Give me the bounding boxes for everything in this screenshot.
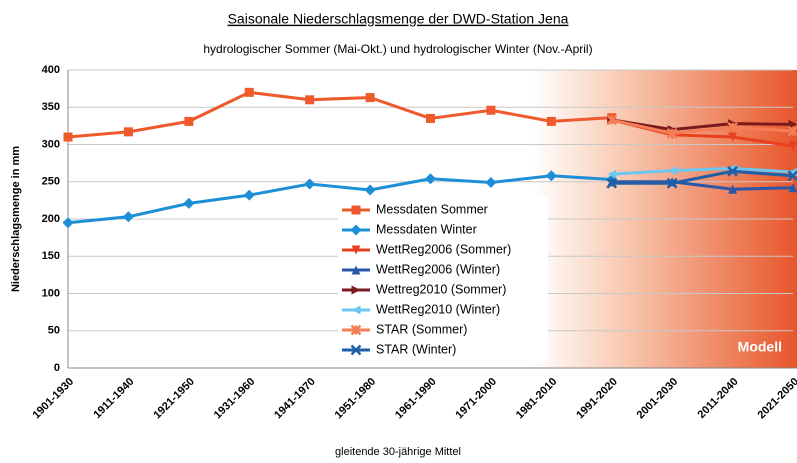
series-line xyxy=(611,118,794,135)
chart-subtitle: hydrologischer Sommer (Mai-Okt.) und hyd… xyxy=(203,42,592,56)
legend-marker xyxy=(351,205,361,215)
marker xyxy=(364,184,376,196)
legend-marker xyxy=(351,305,361,315)
marker xyxy=(788,119,797,129)
x-tick-label: 1911-1940 xyxy=(91,376,136,421)
marker xyxy=(304,178,316,190)
legend-box xyxy=(338,196,548,362)
x-tick-label: 1961-1990 xyxy=(393,376,439,422)
legend-label: Wettreg2010 (Sommer) xyxy=(376,282,506,296)
x-tick-label: 2001-2030 xyxy=(635,376,681,422)
legend-marker xyxy=(351,245,361,255)
y-tick-label: 350 xyxy=(42,101,60,113)
marker xyxy=(788,141,797,151)
series-line xyxy=(611,166,794,176)
marker xyxy=(243,189,255,201)
legend-label: STAR (Winter) xyxy=(376,342,456,356)
x-tick-label: 1901-1930 xyxy=(30,376,76,422)
legend-marker xyxy=(350,224,362,236)
series-line xyxy=(67,90,612,139)
x-tick-label: 1971-2000 xyxy=(453,376,499,422)
marker xyxy=(122,211,134,223)
marker xyxy=(244,87,254,97)
marker xyxy=(788,183,797,193)
legend-label: WettReg2006 (Winter) xyxy=(376,262,500,276)
legend-label: WettReg2006 (Sommer) xyxy=(376,242,511,256)
marker xyxy=(62,217,74,229)
marker xyxy=(787,170,797,182)
x-tick-label: 1991-2020 xyxy=(574,376,620,422)
marker xyxy=(63,132,73,142)
y-tick-label: 250 xyxy=(42,176,60,188)
legend-label: WettReg2010 (Winter) xyxy=(376,302,500,316)
x-tick-label: 1921-1950 xyxy=(151,376,197,422)
series-line xyxy=(611,118,794,132)
marker xyxy=(485,176,497,188)
x-tick-label: 2021-2050 xyxy=(755,376,797,422)
marker xyxy=(606,177,618,189)
x-tick-label: 1941-1970 xyxy=(272,376,318,422)
y-tick-label: 200 xyxy=(42,213,60,225)
x-tick-label: 2011-2040 xyxy=(696,376,741,421)
marker xyxy=(666,177,678,189)
marker xyxy=(787,125,797,137)
marker xyxy=(728,132,738,142)
y-tick-label: 50 xyxy=(48,325,60,337)
x-tick-label: 1951-1980 xyxy=(333,376,379,422)
legend-marker xyxy=(351,285,361,295)
marker xyxy=(667,166,677,176)
marker xyxy=(727,165,738,177)
marker xyxy=(486,105,496,115)
annotation: Modell xyxy=(738,339,782,355)
series-line xyxy=(611,169,794,185)
legend-marker xyxy=(350,324,362,336)
y-tick-label: 0 xyxy=(54,362,60,374)
x-tick-label: 1981-2010 xyxy=(514,376,560,422)
marker xyxy=(727,121,738,133)
marker xyxy=(184,116,194,126)
marker xyxy=(123,127,133,137)
y-tick-label: 150 xyxy=(42,250,60,262)
marker xyxy=(426,113,435,123)
marker xyxy=(425,173,436,185)
x-axis-label: gleitende 30-jährige Mittel xyxy=(335,446,461,458)
marker xyxy=(183,197,195,209)
x-tick-label: 1931-1960 xyxy=(212,376,258,422)
y-tick-label: 400 xyxy=(42,64,60,76)
marker xyxy=(365,93,375,103)
marker xyxy=(606,114,618,126)
series-line xyxy=(67,174,612,225)
y-tick-label: 100 xyxy=(42,287,60,299)
y-tick-label: 300 xyxy=(42,138,60,150)
y-axis-label: Niederschlagsmenge in mm xyxy=(10,146,22,292)
chart-title: Saisonale Niederschlagsmenge der DWD-Sta… xyxy=(228,11,569,27)
marker xyxy=(607,169,617,179)
marker xyxy=(666,127,678,139)
legend-marker xyxy=(351,265,361,275)
marker xyxy=(546,116,556,126)
legend-label: Messdaten Winter xyxy=(376,222,477,236)
legend-label: Messdaten Sommer xyxy=(376,202,488,216)
marker xyxy=(728,184,738,194)
legend-marker xyxy=(350,344,362,356)
marker xyxy=(305,95,315,105)
legend-label: STAR (Sommer) xyxy=(376,322,467,336)
marker xyxy=(545,170,557,182)
